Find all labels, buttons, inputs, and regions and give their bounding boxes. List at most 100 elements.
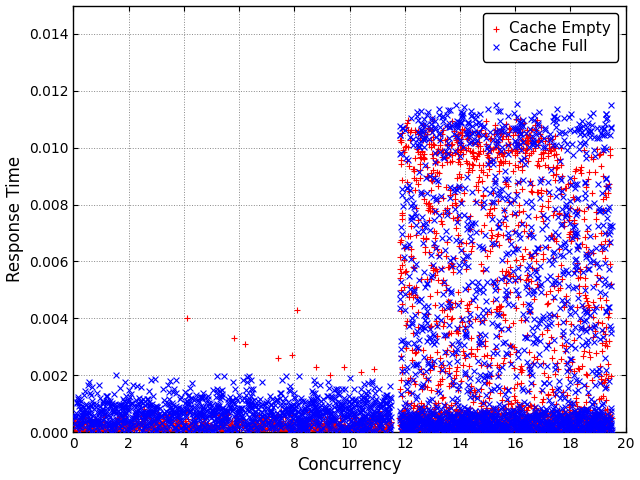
Cache Full [199,405,209,413]
Cache Empty [499,384,509,392]
Cache Full [491,419,501,426]
Cache Full [550,412,561,420]
Cache Full [475,371,485,378]
Cache Empty [470,418,481,426]
Cache Full [264,418,275,425]
Cache Full [540,426,550,434]
Cache Empty [424,422,434,430]
Cache Full [343,410,353,418]
Cache Empty [139,417,149,424]
Cache Empty [467,148,477,156]
Cache Full [575,406,586,413]
Cache Empty [188,420,198,427]
Cache Empty [352,423,362,431]
Cache Full [243,421,253,429]
Cache Empty [565,412,575,420]
Cache Full [481,422,491,430]
Cache Empty [440,425,451,432]
Cache Empty [547,427,557,435]
Cache Empty [589,428,599,435]
Cache Full [514,401,524,409]
Cache Full [310,397,321,405]
Cache Empty [427,204,437,212]
Cache Full [447,350,458,358]
Cache Empty [578,413,588,420]
Cache Full [512,124,522,132]
Cache Full [472,136,483,144]
Cache Empty [268,424,278,432]
Cache Empty [548,417,559,425]
Cache Full [180,389,190,396]
Cache Empty [518,424,529,432]
Cache Full [178,408,188,416]
Cache Empty [140,420,150,428]
Cache Empty [600,383,611,391]
Cache Full [300,407,310,415]
Cache Full [134,394,145,402]
Cache Full [209,427,220,435]
Cache Full [383,416,393,424]
Cache Empty [168,425,179,433]
Cache Full [472,426,483,433]
Cache Full [338,410,348,418]
Cache Empty [301,428,311,435]
Cache Full [493,421,503,429]
Cache Full [340,385,350,393]
Cache Empty [519,407,529,414]
Cache Full [428,216,438,224]
Cache Full [404,401,414,408]
Cache Empty [596,303,606,311]
Cache Empty [209,425,219,433]
Cache Full [358,415,368,422]
Cache Empty [197,424,207,432]
Cache Full [108,390,118,398]
Cache Empty [415,427,425,434]
Cache Empty [465,213,476,220]
Cache Empty [519,416,529,423]
Cache Empty [90,428,100,436]
Cache Full [86,420,96,427]
Cache Full [408,199,418,206]
Cache Full [413,117,423,124]
Cache Empty [431,229,442,237]
Cache Empty [77,416,87,423]
Cache Full [483,420,493,428]
Cache Empty [424,426,434,433]
Cache Empty [141,424,151,432]
Cache Empty [533,157,543,165]
Cache Full [396,410,406,418]
Cache Full [77,411,88,419]
Cache Empty [250,420,260,427]
Cache Full [591,428,602,436]
Cache Full [298,425,308,433]
Cache Empty [426,169,436,177]
Cache Full [605,221,615,229]
Cache Empty [588,156,598,163]
Cache Full [364,405,374,412]
Cache Empty [557,332,567,339]
Cache Empty [418,121,428,129]
Cache Full [165,408,175,416]
Cache Full [472,427,483,434]
Cache Empty [351,414,361,421]
Cache Full [509,196,520,204]
Cache Empty [370,423,380,431]
Cache Empty [370,420,380,428]
Cache Empty [536,418,547,425]
Cache Full [570,232,580,240]
Cache Full [571,255,581,263]
Cache Empty [430,399,440,407]
Cache Empty [455,183,465,191]
Cache Full [572,266,582,274]
Cache Empty [490,121,500,129]
Cache Full [470,407,480,414]
Cache Empty [425,423,435,431]
Cache Full [524,412,534,420]
Cache Full [486,424,496,432]
Cache Full [472,410,482,418]
Cache Full [406,314,417,322]
Cache Empty [528,423,538,431]
Cache Empty [404,293,414,301]
Cache Full [458,109,468,117]
Cache Empty [497,135,508,143]
